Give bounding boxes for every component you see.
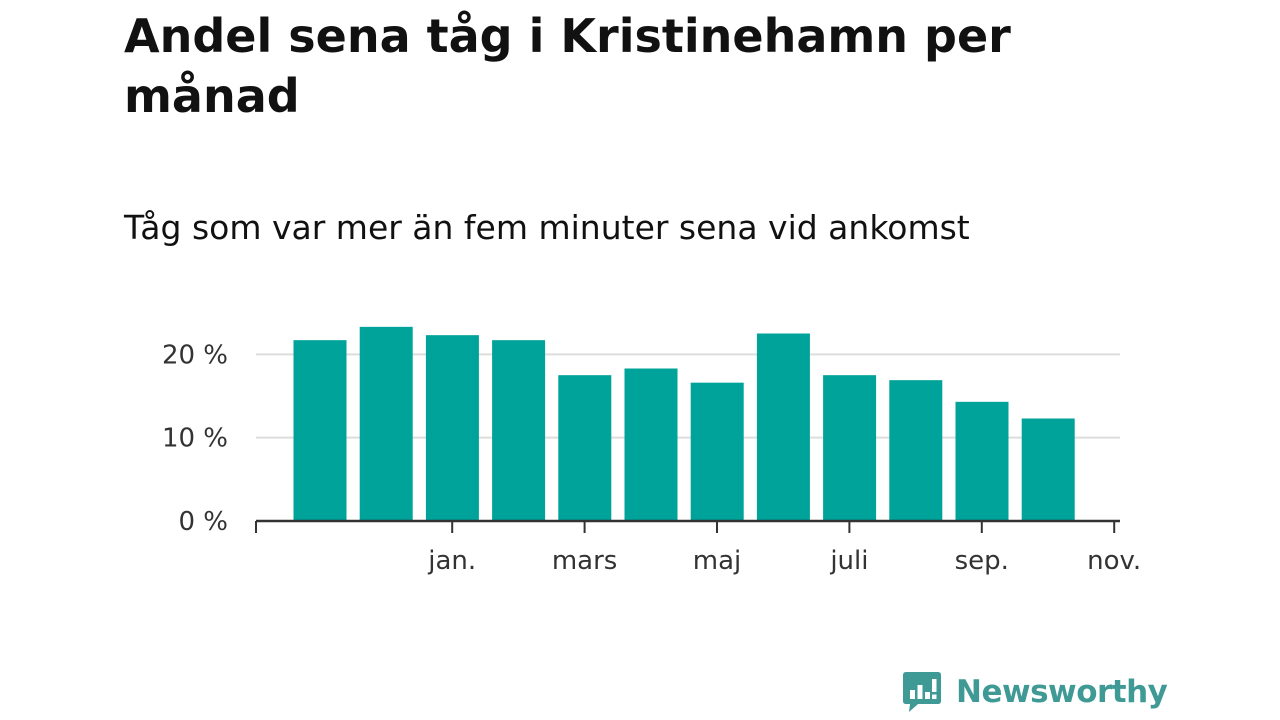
bar-2025-03 <box>492 340 546 521</box>
y-tick-labels: 0 % 10 % 20 % <box>162 340 228 537</box>
y-tick-label: 0 % <box>178 507 228 537</box>
x-tick-label: mars <box>552 546 618 576</box>
chart-subtitle: Tåg som var mer än fem minuter sena vid … <box>124 208 970 247</box>
x-axis <box>255 519 1120 533</box>
bar-2025-06 <box>690 382 744 521</box>
brand-logo: Newsworthy <box>902 670 1168 714</box>
bar-2025-08 <box>823 375 877 521</box>
bar-2024-12 <box>293 340 347 521</box>
bar-2025-02 <box>425 335 479 521</box>
bar-2025-05 <box>624 368 678 521</box>
bar-2025-09 <box>889 380 943 521</box>
bar-2025-04 <box>558 375 612 521</box>
chart-title: Andel sena tåg i Kristinehamn per månad <box>124 9 1011 123</box>
y-tick-label: 20 % <box>162 340 228 370</box>
x-tick-label: juli <box>829 546 868 576</box>
brand-name: Newsworthy <box>956 674 1168 710</box>
x-tick-label: nov. <box>1087 546 1141 576</box>
x-tick-label: jan. <box>427 546 476 576</box>
x-tick-label: maj <box>693 546 741 576</box>
bar-2025-11 <box>1021 418 1075 521</box>
bars <box>293 326 1075 521</box>
x-tick-labels: jan. mars maj juli sep. nov. <box>427 546 1141 576</box>
x-tick-label: sep. <box>955 546 1009 576</box>
bar-chart-speech-bubble-icon <box>903 672 941 712</box>
bar-2025-10 <box>955 401 1009 521</box>
bar-2025-01 <box>359 326 413 521</box>
bar-2025-07 <box>756 333 810 521</box>
y-tick-label: 10 % <box>162 424 228 454</box>
